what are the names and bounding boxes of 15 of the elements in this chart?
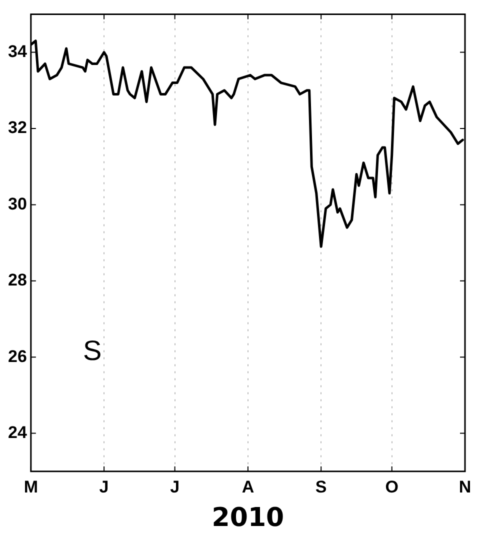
x-axis-title: 2010 bbox=[212, 503, 284, 534]
x-tick-label: J bbox=[170, 477, 180, 496]
y-tick-label: 30 bbox=[8, 194, 27, 214]
x-tick-label: J bbox=[99, 477, 109, 496]
y-tick-label: 32 bbox=[8, 118, 27, 138]
annotation: S bbox=[83, 335, 102, 366]
y-tick-label: 34 bbox=[8, 42, 28, 61]
x-tick-label: A bbox=[242, 477, 254, 496]
y-tick-label: 28 bbox=[8, 270, 27, 290]
y-tick-label: 26 bbox=[8, 346, 27, 366]
x-tick-label: O bbox=[385, 477, 398, 496]
y-tick-label: 24 bbox=[8, 422, 28, 442]
x-tick-label: M bbox=[24, 477, 38, 496]
x-tick-label: N bbox=[458, 477, 472, 496]
x-tick-label: S bbox=[315, 477, 327, 496]
